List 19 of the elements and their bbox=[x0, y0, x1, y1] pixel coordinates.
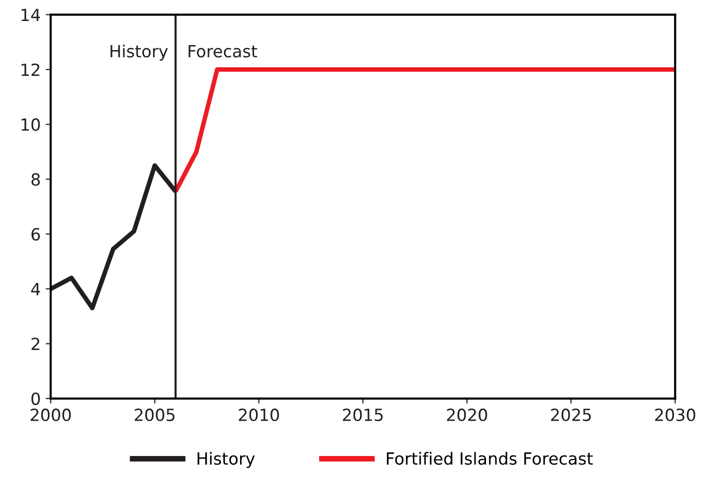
legend-label: History bbox=[198, 452, 255, 468]
y-tick-label: 6 bbox=[32, 228, 40, 241]
annotation: History bbox=[110, 44, 168, 61]
x-tick-label: 2000 bbox=[30, 408, 71, 422]
y-tick-label: 8 bbox=[31, 173, 40, 186]
legend-label: Fortified Islands Forecast bbox=[386, 452, 593, 465]
x-tick-label: 2005 bbox=[134, 408, 175, 422]
x-tick-label: 2025 bbox=[551, 408, 591, 422]
y-tick-label: 4 bbox=[31, 283, 40, 296]
y-tick-label: 0 bbox=[31, 392, 40, 406]
y-tick-label: 2 bbox=[32, 338, 40, 350]
x-tick-label: 2010 bbox=[238, 408, 279, 422]
x-tick-label: 2030 bbox=[655, 408, 696, 422]
y-tick-label: 12 bbox=[22, 63, 40, 76]
y-tick-label: 10 bbox=[22, 118, 40, 131]
x-tick-label: 2020 bbox=[447, 408, 488, 422]
y-tick-label: 14 bbox=[22, 8, 40, 21]
annotation: Forecast bbox=[188, 45, 258, 58]
x-tick-label: 2015 bbox=[342, 408, 383, 422]
